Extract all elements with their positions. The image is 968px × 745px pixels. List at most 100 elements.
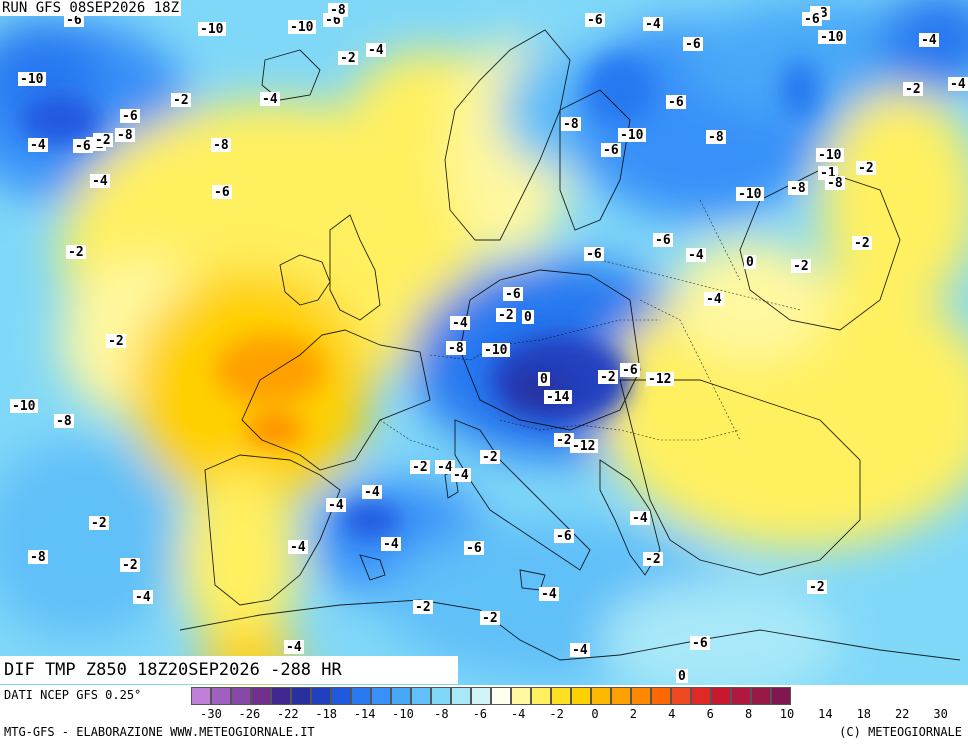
contour-label-background <box>653 233 673 247</box>
scale-swatch <box>251 687 271 705</box>
contour-label: -10 <box>820 30 844 45</box>
contour-label-background <box>706 130 726 144</box>
contour-label: -4 <box>688 248 704 263</box>
scale-swatch <box>231 687 251 705</box>
contour-label: -8 <box>827 176 843 191</box>
contour-label: -6 <box>692 636 708 651</box>
contour-label: -2 <box>858 161 874 176</box>
scale-swatch <box>491 687 511 705</box>
contour-label-background <box>446 341 466 355</box>
contour-label-background <box>410 460 430 474</box>
contour-label-background <box>852 236 872 250</box>
scale-swatch <box>291 687 311 705</box>
contour-label-background <box>630 511 650 525</box>
contour-label-background <box>451 468 471 482</box>
contour-label: -4 <box>572 643 588 658</box>
scale-swatch <box>271 687 291 705</box>
contour-label-background <box>133 590 153 604</box>
contour-label-background <box>744 255 756 269</box>
contour-label: -6 <box>66 13 82 28</box>
contour-label-background <box>919 33 939 47</box>
contour-label: -6 <box>668 95 684 110</box>
contour-label: -2 <box>809 580 825 595</box>
contour-label-background <box>18 72 46 86</box>
contour-label-background <box>120 109 140 123</box>
contour-label-background <box>496 308 516 322</box>
contour-label: -10 <box>484 343 508 358</box>
contour-label-background <box>598 370 618 384</box>
contour-label-background <box>10 399 38 413</box>
scale-swatch <box>331 687 351 705</box>
contour-label: -2 <box>556 433 572 448</box>
contour-label-background <box>601 143 621 157</box>
contour-label: -6 <box>587 13 603 28</box>
scale-swatch <box>211 687 231 705</box>
contour-label: -4 <box>364 485 380 500</box>
scale-tick-label: 14 <box>818 707 833 721</box>
contour-label: -2 <box>173 93 189 108</box>
contour-label: -4 <box>30 138 46 153</box>
contour-label: -2 <box>122 558 138 573</box>
contour-label-background <box>570 643 590 657</box>
contour-label: -4 <box>135 590 151 605</box>
contour-label: -4 <box>706 292 722 307</box>
contour-label: -6 <box>122 109 138 124</box>
contour-label: -2 <box>482 450 498 465</box>
contour-label: -6 <box>466 541 482 556</box>
scale-swatch <box>531 687 551 705</box>
contour-label: -10 <box>818 148 842 163</box>
contour-label: -4 <box>383 537 399 552</box>
contour-label-background <box>480 611 500 625</box>
contour-label: -8 <box>790 181 806 196</box>
scale-swatch <box>731 687 751 705</box>
contour-label-background <box>73 139 93 153</box>
scale-swatch <box>751 687 771 705</box>
scale-tick-label: 30 <box>933 707 948 721</box>
contour-label: -10 <box>12 399 36 414</box>
scale-tick-label: -10 <box>392 707 414 721</box>
copyright: (C) METEOGIORNALE <box>839 725 962 739</box>
contour-label: -2 <box>91 516 107 531</box>
contour-label: -4 <box>921 33 937 48</box>
contour-label: -8 <box>30 550 46 565</box>
scale-tick-label: -18 <box>315 707 338 721</box>
scale-swatch <box>711 687 731 705</box>
contour-label: 0 <box>540 372 548 387</box>
contour-label: -10 <box>620 128 644 143</box>
contour-label: -4 <box>290 540 306 555</box>
contour-label: -4 <box>92 174 108 189</box>
contour-label: -2 <box>68 245 84 260</box>
contour-label-background <box>544 390 572 404</box>
scale-tick-label: 0 <box>591 707 599 721</box>
contour-label-background <box>683 37 703 51</box>
scale-tick-label: 4 <box>668 707 676 721</box>
contour-label: -2 <box>340 51 356 66</box>
contour-label-background <box>381 537 401 551</box>
scale-tick-label: -8 <box>434 707 449 721</box>
contour-label: -10 <box>200 22 224 37</box>
contour-label-background <box>480 450 500 464</box>
contour-label-background <box>690 636 710 650</box>
contour-label: -6 <box>685 37 701 52</box>
contour-label-background <box>704 292 724 306</box>
scale-swatch <box>591 687 611 705</box>
contour-label: 0 <box>524 310 532 325</box>
scale-swatch <box>631 687 651 705</box>
contour-label: -8 <box>56 414 72 429</box>
contour-label-background <box>198 22 226 36</box>
scale-swatch <box>651 687 671 705</box>
color-scale-ticks: -30 -26 -22 -18 -14 -10 -8 -6 -4 -2 0 2 4 6 8 10 14 18 22 3… <box>191 707 968 723</box>
contour-label-background <box>288 540 308 554</box>
scale-swatch <box>371 687 391 705</box>
contour-label: -10 <box>738 187 762 202</box>
contour-label: -6 <box>505 287 521 302</box>
contour-label: -4 <box>368 43 384 58</box>
contour-label: -12 <box>572 439 595 454</box>
scale-tick-label: -26 <box>238 707 261 721</box>
contour-label: -4 <box>262 92 278 107</box>
contour-label-background <box>120 558 140 572</box>
contour-label: -6 <box>804 12 820 27</box>
contour-label: 0 <box>678 669 686 684</box>
contour-label: -6 <box>75 139 91 154</box>
scale-tick-label: 10 <box>779 707 795 721</box>
